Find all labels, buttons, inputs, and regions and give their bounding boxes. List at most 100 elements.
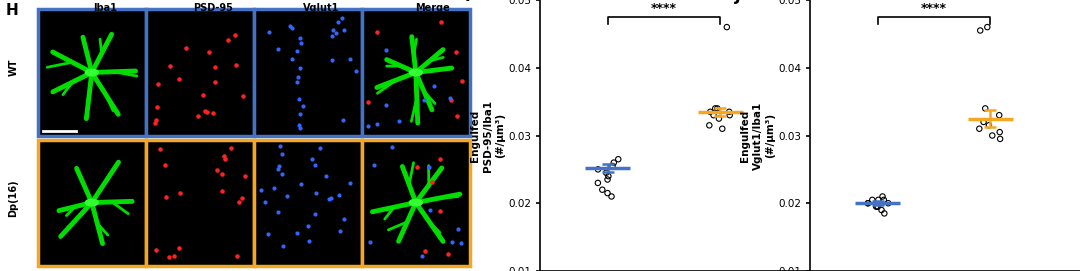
Point [282, 24, 299, 28]
Point [151, 147, 168, 151]
Point [448, 114, 465, 118]
Point [360, 124, 377, 128]
Point [323, 196, 340, 200]
Point [590, 181, 607, 185]
Point [222, 146, 240, 150]
FancyBboxPatch shape [146, 9, 254, 136]
Point [368, 122, 386, 127]
Point [984, 133, 1001, 138]
Point [147, 248, 164, 253]
Point [256, 200, 273, 204]
Point [237, 174, 254, 179]
Point [879, 201, 896, 205]
Point [706, 106, 724, 111]
Point [308, 190, 325, 195]
FancyBboxPatch shape [362, 9, 470, 136]
Point [415, 98, 432, 103]
Point [234, 94, 252, 98]
Point [708, 106, 726, 111]
Point [230, 199, 247, 204]
Point [972, 28, 989, 33]
Point [327, 31, 345, 35]
Point [701, 123, 718, 128]
Point [291, 36, 308, 40]
Point [603, 194, 620, 199]
Point [432, 20, 449, 24]
Point [147, 121, 164, 125]
Point [215, 154, 232, 159]
Y-axis label: Engulfed
PSD-95/Iba1
(#/μm³): Engulfed PSD-95/Iba1 (#/μm³) [471, 99, 505, 172]
Point [874, 194, 891, 199]
Point [293, 182, 310, 186]
FancyBboxPatch shape [38, 140, 146, 266]
Point [867, 204, 885, 209]
FancyBboxPatch shape [146, 140, 254, 266]
Point [201, 50, 218, 55]
Point [213, 189, 230, 193]
Point [408, 165, 426, 169]
Point [274, 244, 292, 249]
Point [161, 255, 178, 259]
Point [148, 118, 165, 122]
Point [270, 47, 287, 51]
Point [271, 144, 288, 149]
Point [199, 110, 216, 114]
Point [447, 50, 464, 54]
Point [292, 66, 309, 70]
Point [270, 210, 287, 214]
Text: Merge: Merge [415, 3, 449, 13]
Point [443, 98, 460, 103]
Text: I: I [464, 0, 470, 4]
Point [444, 240, 461, 244]
Point [324, 57, 341, 62]
Point [323, 34, 340, 38]
Point [149, 82, 166, 86]
Point [423, 180, 441, 184]
Text: Vglut1: Vglut1 [303, 3, 339, 13]
Point [318, 174, 335, 179]
Point [300, 239, 318, 244]
Point [453, 240, 470, 245]
Point [711, 117, 728, 121]
Point [421, 208, 438, 212]
Point [362, 239, 379, 244]
Point [369, 30, 387, 34]
Point [148, 105, 165, 109]
Point [705, 113, 723, 117]
Point [158, 195, 175, 199]
Point [718, 25, 735, 29]
Point [302, 157, 320, 162]
Point [228, 63, 245, 67]
Point [288, 80, 306, 85]
Point [864, 198, 881, 202]
Text: WT: WT [9, 59, 18, 76]
Text: Dp(16): Dp(16) [9, 179, 18, 217]
Point [329, 20, 347, 24]
Text: PSD-95: PSD-95 [193, 3, 233, 13]
Point [390, 119, 407, 123]
Point [204, 111, 221, 115]
Point [594, 188, 611, 192]
Text: J: J [734, 0, 740, 4]
Point [720, 109, 738, 114]
Point [991, 130, 1009, 134]
Point [161, 63, 178, 68]
Point [273, 151, 291, 156]
Circle shape [409, 199, 422, 206]
Point [270, 164, 287, 168]
Point [332, 228, 349, 233]
Point [597, 171, 615, 175]
Point [333, 15, 350, 20]
Y-axis label: Engulfed
Vglut1/Iba1
(#/μm³): Engulfed Vglut1/Iba1 (#/μm³) [741, 101, 775, 170]
Point [292, 126, 309, 130]
FancyBboxPatch shape [254, 140, 362, 266]
Point [283, 57, 300, 61]
Point [971, 127, 988, 131]
Point [365, 163, 382, 167]
Point [260, 30, 278, 34]
Point [214, 172, 231, 176]
Point [294, 104, 311, 108]
Point [288, 231, 306, 235]
Point [291, 123, 308, 128]
Text: ****: **** [921, 2, 947, 15]
